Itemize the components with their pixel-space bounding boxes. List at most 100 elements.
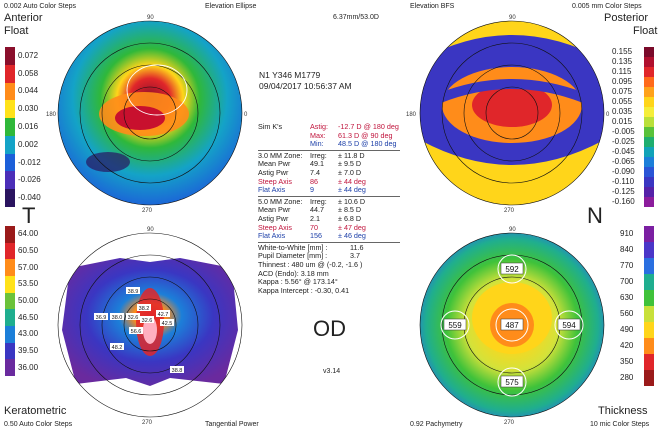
zone5-flat-dev: ± 46 deg <box>338 231 366 241</box>
kerato-value-boxes: 36.9 38.0 32.6 38.2 42.7 32.6 48.2 56.6 … <box>94 287 184 374</box>
scale-label: 910 <box>620 229 634 238</box>
scale-color-swatch <box>644 117 654 127</box>
scale-color-swatch <box>5 153 15 172</box>
tangential-power-title: Tangential Power <box>205 421 259 428</box>
scale-label: 0.030 <box>18 104 39 114</box>
svg-text:180: 180 <box>406 112 417 118</box>
scale-label: 36.00 <box>18 362 39 372</box>
scale-label: -0.125 <box>612 187 635 196</box>
scale-color-swatch <box>644 226 654 242</box>
kerato-value: 56.6 <box>131 329 142 335</box>
scale-color-swatch <box>5 342 15 360</box>
svg-text:270: 270 <box>142 208 153 214</box>
kerato-color-steps: 0.50 Auto Color Steps <box>4 421 73 428</box>
anterior-pupil-outline <box>126 64 188 116</box>
scale-color-swatch <box>644 306 654 322</box>
scale-label: 0.016 <box>18 122 39 131</box>
zone5-mean-label: Mean Pwr <box>258 205 291 215</box>
scale-color-swatch <box>644 274 654 290</box>
scale-label: 43.00 <box>18 329 39 339</box>
scale-color-swatch <box>644 107 654 117</box>
scale-color-swatch <box>5 189 15 207</box>
acd-value: ACD (Endo): 3.18 mm <box>258 268 329 278</box>
scale-label: 0.055 <box>612 97 633 106</box>
scale-color-swatch <box>5 47 15 65</box>
zone5-flat-label: Flat Axis <box>258 231 286 241</box>
posterior-label: Posterior <box>604 12 649 24</box>
scale-color-swatch <box>5 226 15 243</box>
temporal-letter: T <box>22 203 36 228</box>
kerato-value: 32.6 <box>128 315 139 321</box>
zone5-steep-label: Steep Axis <box>258 222 292 232</box>
keratometric-map <box>58 233 242 417</box>
scale-label: 50.00 <box>18 296 39 305</box>
scale-label: -0.045 <box>612 147 635 156</box>
eye-od-label: OD <box>313 316 346 341</box>
svg-text:270: 270 <box>504 208 515 214</box>
sim-k-max-label: Max: <box>310 130 326 140</box>
scale-label: 0.095 <box>612 77 633 86</box>
sim-k-label: Sim K's <box>258 122 283 131</box>
scale-color-swatch <box>5 259 15 276</box>
kappa-intercept-value: Kappa Intercept : -0.30, 0.41 <box>258 285 350 295</box>
scale-label: 0.058 <box>18 68 39 78</box>
posterior-color-scale <box>644 47 654 207</box>
anterior-color-scale <box>5 47 15 207</box>
scale-color-swatch <box>644 338 654 354</box>
scale-label: 60.50 <box>18 246 39 255</box>
scale-color-swatch <box>644 57 654 67</box>
kerato-value: 42.5 <box>162 321 173 327</box>
scale-color-swatch <box>5 292 15 310</box>
scale-color-swatch <box>644 137 654 147</box>
anterior-float-label: Float <box>4 25 29 37</box>
scale-label: -0.065 <box>612 157 635 166</box>
pachy-bottom-value: 575 <box>505 378 519 387</box>
scale-color-swatch <box>644 127 654 137</box>
kerato-value: 38.8 <box>172 368 183 374</box>
scale-label: 0.002 <box>18 139 39 149</box>
scale-label: 46.50 <box>18 312 39 322</box>
pupil-label: Pupil Diameter [mm] : <box>258 251 328 261</box>
zone3-irreg-label: Irreg: <box>310 150 327 160</box>
scale-color-swatch <box>5 82 15 101</box>
zone3-steep: 86 <box>310 176 318 186</box>
kappa-value: Kappa : 5.56° @ 173.14° <box>258 277 338 287</box>
zone3-mean: 49.1 <box>310 159 324 169</box>
scale-color-swatch <box>5 325 15 343</box>
scale-label: -0.025 <box>612 137 635 146</box>
scale-color-swatch <box>5 64 15 83</box>
scale-label: 770 <box>620 261 634 270</box>
pachymetry-values: 592 559 487 594 575 <box>443 262 581 388</box>
zone-size: 6.37mm/53.0D <box>333 14 379 21</box>
scale-label: 64.00 <box>18 229 39 239</box>
zone3-mean-label: Mean Pwr <box>258 159 291 169</box>
svg-text:90: 90 <box>509 15 516 21</box>
scale-color-swatch <box>644 187 654 197</box>
scale-label: -0.040 <box>18 193 41 203</box>
zone3-mean-dev: ± 9.5 D <box>338 159 362 169</box>
svg-text:0: 0 <box>606 112 610 118</box>
svg-text:0: 0 <box>244 112 248 118</box>
scale-label: 420 <box>620 341 634 350</box>
pachy-left-value: 559 <box>448 321 462 330</box>
scale-label: -0.110 <box>612 177 635 186</box>
thickness-color-scale <box>644 226 654 386</box>
sim-k-min-label: Min: <box>310 139 324 149</box>
scale-label: 490 <box>620 325 634 334</box>
anterior-rings <box>57 20 243 206</box>
scale-color-swatch <box>5 275 15 293</box>
scale-color-swatch <box>644 147 654 157</box>
scale-label: 0.072 <box>18 50 39 60</box>
scale-color-swatch <box>5 171 15 190</box>
scale-label: -0.012 <box>18 157 41 167</box>
zone3-title: 3.0 MM Zone: <box>258 150 303 160</box>
scale-color-swatch <box>5 309 15 326</box>
pachymetry-circles <box>440 254 584 397</box>
thickness-color-steps: 10 mic Color Steps <box>590 421 650 428</box>
scale-color-swatch <box>644 242 654 258</box>
zone5-steep: 70 <box>310 222 318 232</box>
anterior-color-steps: 0.002 Auto Color Steps <box>4 3 76 10</box>
zone3-flat-label: Flat Axis <box>258 185 286 195</box>
axis-degree-labels: 90 270 0 180 90 270 0 180 90 270 90 270 <box>46 15 610 426</box>
zone5-mean: 44.7 <box>310 205 324 215</box>
